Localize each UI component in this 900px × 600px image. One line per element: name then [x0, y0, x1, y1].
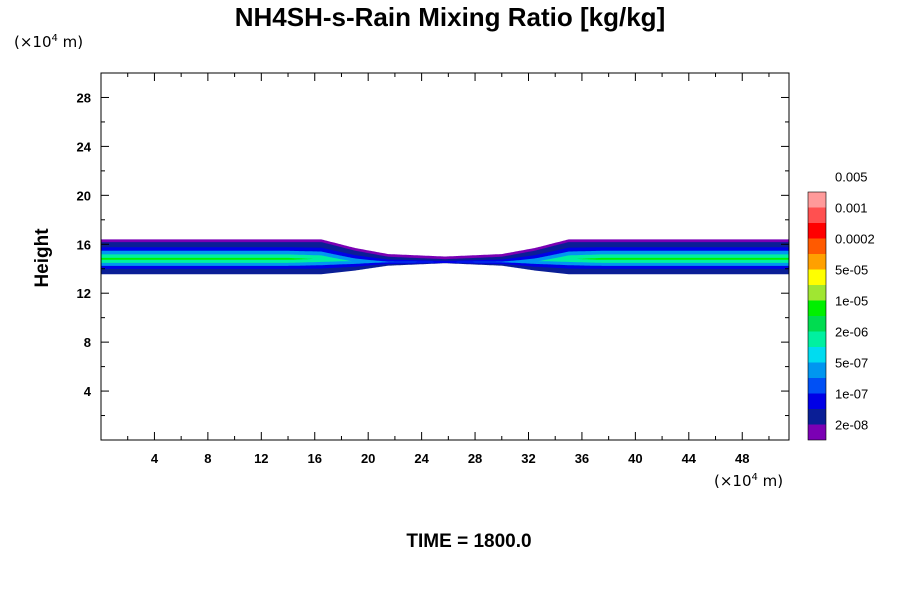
- colorbar-swatch: [808, 316, 826, 332]
- colorbar-label: 0.0002: [835, 232, 875, 247]
- colorbar-swatch: [808, 409, 826, 425]
- x-tick-label: 40: [628, 451, 642, 466]
- colorbar-label: 1e-05: [835, 294, 868, 309]
- y-tick-label: 4: [84, 384, 92, 399]
- time-label: TIME = 1800.0: [406, 531, 532, 552]
- colorbar-frame: [807, 191, 827, 441]
- y-tick-label: 20: [77, 188, 91, 203]
- colorbar-swatch: [808, 285, 826, 301]
- colorbar-legend: 2e-08 1e-07 5e-07 2e-06 1e-05 5e-05 0.0002 0.00…: [807, 170, 875, 441]
- x-tick-label: 16: [308, 451, 322, 466]
- colorbar-swatch: [808, 269, 826, 285]
- colorbar-label: 1e-07: [835, 387, 868, 402]
- colorbar-swatch: [808, 362, 826, 378]
- contour-band-top-edge: [101, 239, 789, 260]
- mixing-ratio-field: [101, 239, 789, 275]
- x-tick-label: 8: [204, 451, 211, 466]
- x-tick-label: 28: [468, 451, 482, 466]
- colorbar-label: 0.005: [835, 170, 868, 185]
- colorbar-swatch: [808, 192, 826, 208]
- colorbar-swatch: [808, 254, 826, 270]
- y-axis-unit: (×104 m): [14, 33, 84, 51]
- x-tick-label: 12: [254, 451, 268, 466]
- colorbar-label: 0.001: [835, 201, 868, 216]
- x-tick-label: 24: [414, 451, 429, 466]
- colorbar-swatch: [808, 207, 826, 223]
- y-tick-label: 24: [77, 139, 92, 154]
- colorbar-swatch: [808, 378, 826, 394]
- colorbar-label: 2e-06: [835, 325, 868, 340]
- x-tick-label: 44: [682, 451, 697, 466]
- colorbar-swatch: [808, 223, 826, 239]
- colorbar-swatch: [808, 300, 826, 316]
- y-tick-label: 28: [77, 90, 91, 105]
- plot-frame: [100, 72, 790, 441]
- colorbar-label: 5e-05: [835, 263, 868, 278]
- y-tick-label: 16: [77, 237, 91, 252]
- y-tick-label: 8: [84, 335, 91, 350]
- colorbar-swatch: [808, 347, 826, 363]
- colorbar-swatch: [808, 331, 826, 347]
- colorbar-swatch: [808, 393, 826, 409]
- x-tick-label: 36: [575, 451, 589, 466]
- x-tick-label: 32: [521, 451, 535, 466]
- x-tick-label: 4: [151, 451, 159, 466]
- colorbar-swatch: [808, 238, 826, 254]
- x-tick-label: 20: [361, 451, 375, 466]
- y-tick-label: 12: [77, 286, 91, 301]
- contour-band-4: [101, 257, 789, 262]
- colorbar-label: 5e-07: [835, 356, 868, 371]
- colorbar-label: 2e-08: [835, 418, 868, 433]
- x-tick-label: 48: [735, 451, 749, 466]
- colorbar-swatch: [808, 424, 826, 440]
- contour-band-3: [101, 254, 789, 263]
- x-axis-unit: (×104 m): [714, 472, 784, 490]
- chart-title: NH4SH-s-Rain Mixing Ratio [kg/kg]: [234, 2, 666, 32]
